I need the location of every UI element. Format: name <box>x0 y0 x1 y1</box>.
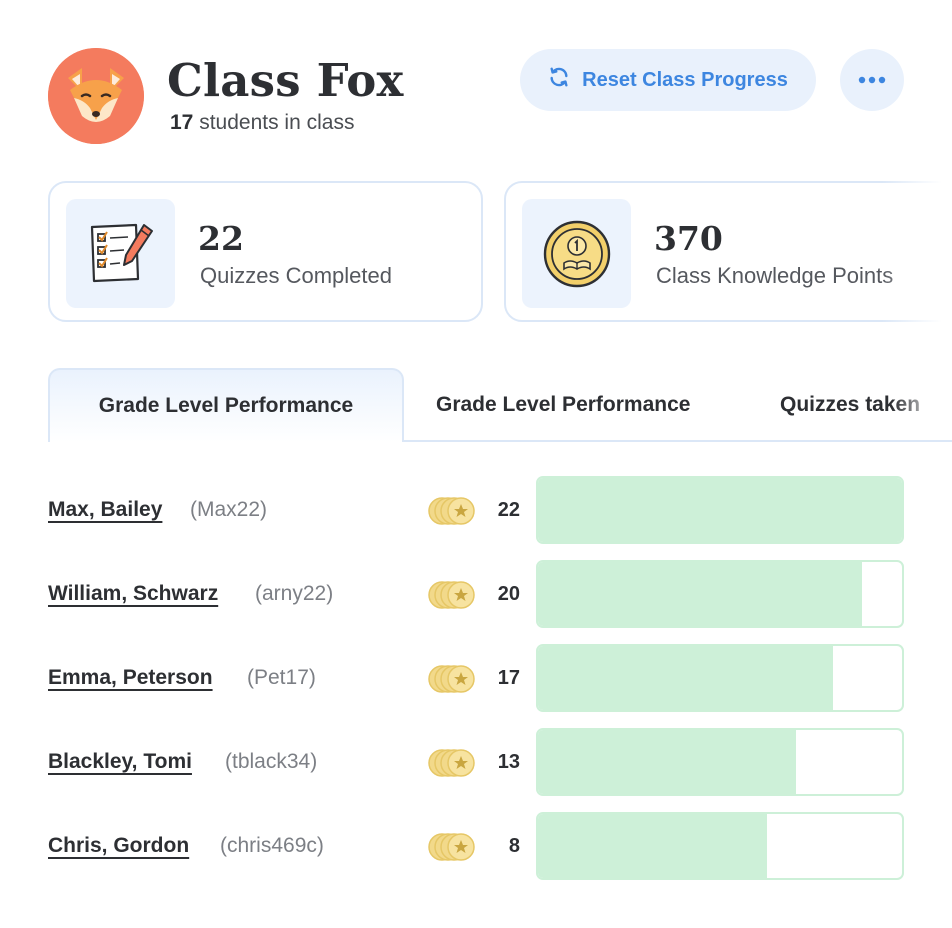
student-name-link[interactable]: William, Schwarz <box>48 582 219 605</box>
student-row: Blackley, Tomi (tblack34) 13 <box>48 728 904 796</box>
progress-bar <box>536 812 904 880</box>
progress-bar-fill <box>538 730 797 794</box>
gold-coin-icon <box>522 199 631 308</box>
student-row: Max, Bailey (Max22) 22 <box>48 476 904 544</box>
knowledge-points-card: 370 Class Knowledge Points <box>504 181 952 322</box>
quizzes-completed-label: Quizzes Completed <box>200 263 392 288</box>
tab-grade-level-performance-active[interactable]: Grade Level Performance <box>48 368 404 442</box>
student-row: Emma, Peterson (Pet17) 17 <box>48 644 904 712</box>
student-score: 17 <box>497 667 520 689</box>
student-score: 20 <box>497 583 520 605</box>
student-username: (tblack34) <box>225 750 318 773</box>
reset-class-progress-button[interactable]: Reset Class Progress <box>520 49 816 111</box>
student-score: 8 <box>508 835 520 857</box>
coins-icon <box>427 664 479 694</box>
student-count-number: 17 <box>170 111 194 134</box>
progress-bar-fill <box>538 646 833 710</box>
progress-bar <box>536 476 904 544</box>
student-username: (arny22) <box>255 582 334 605</box>
student-score: 13 <box>497 751 520 773</box>
student-row: Chris, Gordon (chris469c) 8 <box>48 812 904 880</box>
class-title: Class Fox <box>167 54 404 107</box>
coins-icon <box>427 496 479 526</box>
student-name-link[interactable]: Chris, Gordon <box>48 834 190 857</box>
checklist-pencil-icon <box>66 199 175 308</box>
more-horizontal-icon <box>857 71 887 89</box>
progress-bar-fill <box>538 814 768 878</box>
student-count: 17 students in class <box>170 110 354 136</box>
coins-icon <box>427 832 479 862</box>
fox-avatar-icon <box>48 48 144 144</box>
student-username: (Max22) <box>190 498 268 521</box>
quizzes-completed-value: 22 <box>198 219 244 258</box>
knowledge-points-value: 370 <box>654 219 723 258</box>
coins-icon <box>427 748 479 778</box>
reset-button-label: Reset Class Progress <box>582 68 788 91</box>
tab-quizzes-taken[interactable]: Quizzes taken <box>780 393 921 416</box>
student-username: (chris469c) <box>220 834 324 857</box>
refresh-icon <box>548 66 570 94</box>
student-name-link[interactable]: Max, Bailey <box>48 498 163 521</box>
coins-icon <box>427 580 479 610</box>
progress-bar <box>536 728 904 796</box>
student-name-link[interactable]: Blackley, Tomi <box>48 750 192 773</box>
student-row: William, Schwarz (arny22) 20 <box>48 560 904 628</box>
more-options-button[interactable] <box>840 49 904 111</box>
student-score: 22 <box>497 499 520 521</box>
progress-bar <box>536 644 904 712</box>
progress-bar <box>536 560 904 628</box>
student-count-suffix: students in class <box>199 111 355 134</box>
student-username: (Pet17) <box>247 666 316 689</box>
progress-bar-fill <box>538 478 902 542</box>
progress-bar-fill <box>538 562 862 626</box>
tab-grade-level-performance[interactable]: Grade Level Performance <box>436 393 691 416</box>
tab-bar: Grade Level Performance Grade Level Perf… <box>48 368 952 442</box>
tab-divider <box>402 440 952 442</box>
quizzes-completed-card: 22 Quizzes Completed <box>48 181 483 322</box>
student-name-link[interactable]: Emma, Peterson <box>48 666 213 689</box>
knowledge-points-label: Class Knowledge Points <box>656 263 894 288</box>
